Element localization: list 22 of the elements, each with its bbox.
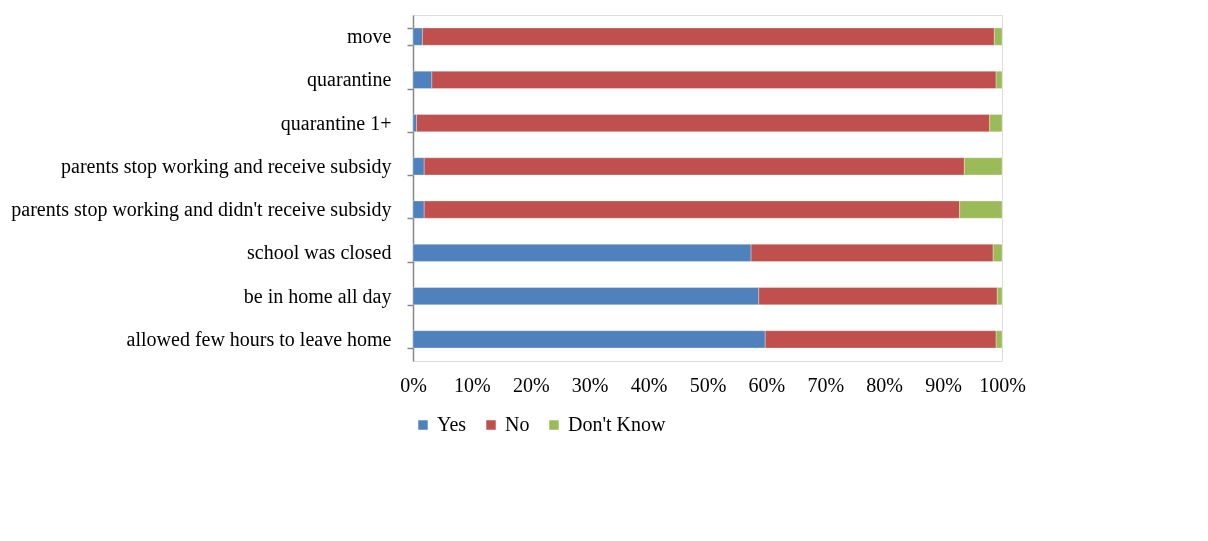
y-tick-label: be in home all day [243,284,392,308]
y-tick-label: quarantine 1+ [280,111,392,135]
x-tick-label: 100% [979,373,1026,396]
x-tick-label: 20% [512,373,550,396]
y-tick-label: move [347,25,392,48]
y-tick-label: school was closed [247,241,392,264]
x-tick-label: 90% [925,373,962,396]
y-tick-label: quarantine [307,68,392,92]
legend-label: No [505,413,530,435]
legend-label: Yes [437,413,467,435]
x-tick-label: 0% [400,373,427,396]
x-tick-label: 50% [689,373,727,396]
x-tick-label: 60% [748,373,786,396]
y-tick-label: parents stop working and receive subsidy [61,154,392,178]
legend-label: Don't Know [568,413,667,435]
y-tick-label: allowed few hours to leave home [126,327,392,350]
x-tick-label: 40% [630,373,668,396]
x-tick-label: 70% [807,373,845,396]
y-tick-label: parents stop working and didn't receive subsidy [11,198,392,222]
x-tick-label: 30% [571,373,609,396]
x-tick-label: 10% [454,373,491,396]
x-tick-label: 80% [866,373,904,396]
